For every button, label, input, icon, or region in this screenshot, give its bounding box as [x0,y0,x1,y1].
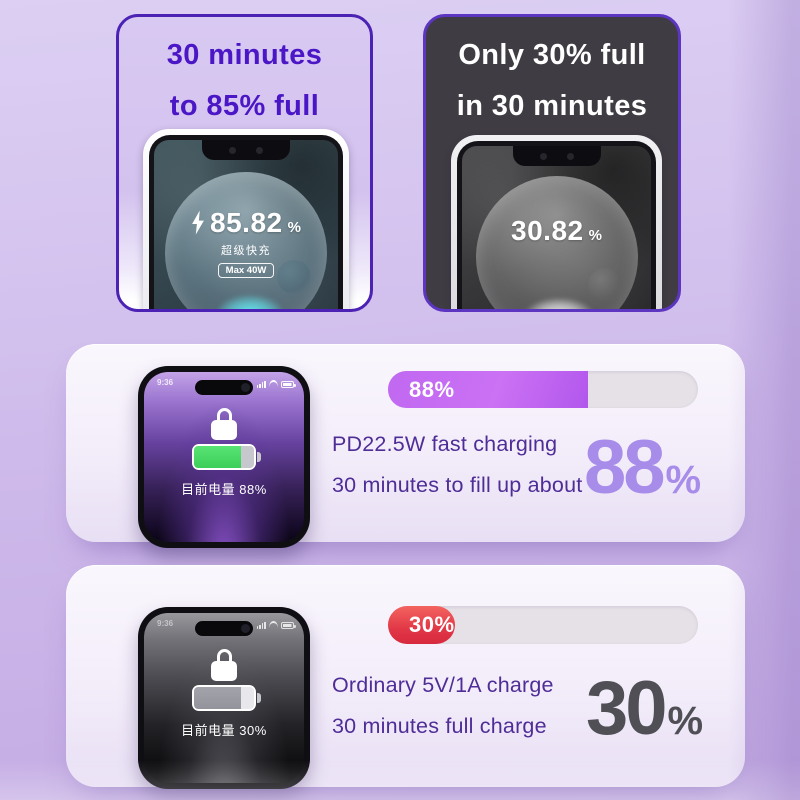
speaker-dot-icon [566,152,574,160]
slow-notch-phone: 30.82 % [451,135,662,309]
camera-dot-icon [229,146,236,154]
camera-dot-icon [539,152,547,160]
speaker-dot-icon [256,146,263,154]
battery-level-label: 目前电量 30% [181,723,267,738]
fast-description-line2: 30 minutes to fill up about [332,473,583,497]
notch [512,146,601,166]
max-power-badge: Max 40W [217,262,275,278]
status-icons [256,380,296,388]
slow-claim-title-line1: Only 30% full [458,39,646,71]
status-battery-icon [281,622,296,629]
slow-progress-fill: 30% [388,606,455,644]
phone-bezel: 30.82 % [457,141,656,309]
slow-island-phone: 9:36 目前电量 30% [138,607,310,789]
slow-claim-card: Only 30% full in 30 minutes 30.82 % [423,14,681,312]
phone-bezel: 85.82 % 超级快充 Max 40W [149,135,343,309]
status-icons [256,621,296,629]
fast-notch-phone: 85.82 % 超级快充 Max 40W [143,129,349,309]
slow-claim-title-line2: in 30 minutes [456,90,648,122]
slow-description: Ordinary 5V/1A charge 30 minutes full ch… [332,665,554,747]
charge-mode-label: 超级快充 [221,244,271,257]
charge-percent: 30.82 [511,215,584,246]
slow-claim-title: Only 30% full in 30 minutes [426,30,678,132]
slow-big-percent-value: 30 [586,666,668,751]
fast-description: PD22.5W fast charging 30 minutes to fill… [332,424,582,506]
fast-big-percent: 88 % [584,430,701,506]
battery-level-label: 目前电量 88% [181,482,267,497]
status-time: 9:36 [157,378,174,387]
charge-percent-sign: % [588,227,602,244]
signal-icon [256,621,266,629]
fast-big-percent-value: 88 [584,425,666,510]
status-battery-icon [281,381,296,388]
lock-icon [211,649,237,681]
lightning-icon [192,210,204,235]
fast-charge-panel: 9:36 目前电量 88% 88% PD22.5W fast charging … [66,344,745,548]
charge-bubble: 30.82 % [475,176,638,309]
lock-icon [211,408,237,440]
fast-progress-fill: 88% [388,371,588,408]
slow-description-line2: 30 minutes full charge [332,714,547,738]
camera-dot-icon [241,624,250,633]
slow-charge-panel: 9:36 目前电量 30% 30% Ordinary 5V/1A charge … [66,565,745,789]
slow-big-percent: 30 % [586,671,703,747]
slow-description-line1: Ordinary 5V/1A charge [332,673,554,697]
notch [202,140,290,160]
fast-big-percent-unit: % [665,458,702,502]
charge-readout: 30.82 % [511,215,602,247]
battery-icon [192,685,261,711]
battery-icon [192,444,261,470]
signal-icon [256,380,266,388]
battery-fill [194,687,242,709]
fast-description-line1: PD22.5W fast charging [332,432,558,456]
charge-percent-sign: % [287,218,301,236]
wifi-icon [269,380,278,387]
wifi-icon [269,621,278,628]
moon-crater [587,268,622,302]
charge-percent: 85.82 [210,206,283,238]
dynamic-island [195,380,253,395]
fast-claim-title: 30 minutes to 85% full [119,30,370,132]
fast-progress-bar: 88% [388,371,698,408]
battery-fill [194,446,242,468]
fast-island-phone-screen: 9:36 目前电量 88% [144,372,304,542]
slow-notch-phone-screen: 30.82 % [462,146,651,309]
fast-notch-phone-screen: 85.82 % 超级快充 Max 40W [154,140,338,309]
fast-island-phone: 9:36 目前电量 88% [138,366,310,548]
fast-claim-title-line1: 30 minutes [166,39,323,71]
fast-claim-title-line2: to 85% full [169,90,320,122]
dynamic-island [195,621,253,636]
slow-island-phone-screen: 9:36 目前电量 30% [144,613,304,783]
fast-claim-card: 30 minutes to 85% full 85.82 % 超级快充 Max … [116,14,373,312]
charge-bubble: 85.82 % 超级快充 Max 40W [165,172,327,309]
status-time: 9:36 [157,619,174,628]
charge-readout: 85.82 % [191,207,301,239]
slow-big-percent-unit: % [667,699,704,743]
moon-crater [277,260,311,294]
camera-dot-icon [241,383,250,392]
slow-progress-bar: 30% [388,606,698,644]
